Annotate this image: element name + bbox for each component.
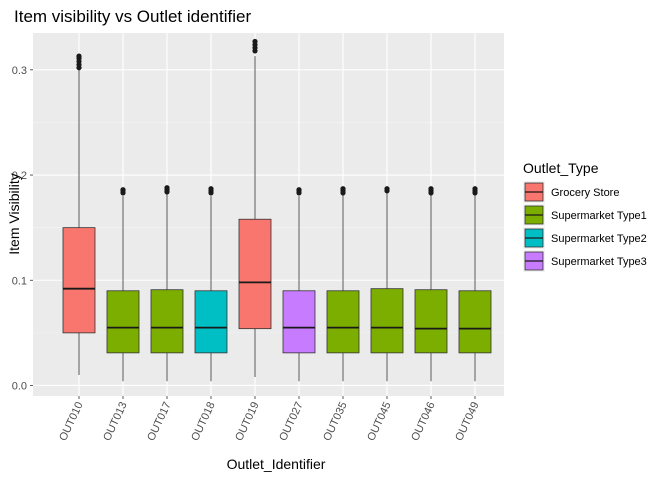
legend-label: Supermarket Type1 [551,210,647,222]
y-axis: 0.0 0.1 0.2 0.3 [12,65,33,392]
x-tick-label: OUT019 [233,400,261,443]
legend-item: Supermarket Type1 [523,204,647,226]
x-tick-label: OUT010 [57,400,85,443]
x-tick-label: OUT035 [321,400,349,443]
x-tick-label: OUT018 [189,400,217,443]
outlier-point [472,186,478,192]
outlier-point [164,185,170,191]
x-tick-label: OUT027 [277,400,305,443]
outlier-point [340,186,346,192]
box-iqr [106,290,140,354]
y-tick-label: 0.3 [12,65,27,77]
box-iqr [194,290,228,354]
box-out046 [414,186,448,382]
x-tick-label: OUT017 [145,400,173,443]
chart-title: Item visibility vs Outlet identifier [14,7,251,26]
legend-label: Grocery Store [551,187,619,199]
box-out027 [282,187,316,382]
box-out019 [238,38,272,378]
x-tick-label: OUT045 [365,400,393,443]
box-out049 [458,186,492,382]
legend-title: Outlet_Type [523,160,599,176]
box-iqr [414,289,448,354]
x-axis-title: Outlet_Identifier [227,456,326,472]
legend-item: Supermarket Type3 [523,250,647,272]
box-out035 [326,186,360,382]
box-iqr [62,227,96,334]
box-iqr [326,290,360,354]
box-out013 [106,187,140,382]
plot-panel [33,33,504,396]
x-tick-label: OUT046 [409,400,437,443]
box-out018 [194,186,228,382]
outlier-point [384,186,390,192]
y-tick-label: 0.0 [12,380,27,392]
y-axis-title: Item Visibility [6,173,22,254]
legend: Outlet_Type Grocery Store Supermarket Typ… [523,160,647,272]
box-out045 [370,186,404,382]
legend-label: Supermarket Type3 [551,256,647,268]
legend-item: Grocery Store [523,181,619,203]
x-tick-label: OUT013 [101,400,129,443]
outlier-point [76,53,82,59]
outlier-point [428,186,434,192]
outlier-point [208,186,214,192]
legend-label: Supermarket Type2 [551,233,647,245]
box-out010 [62,53,96,375]
box-iqr [150,289,184,354]
x-tick-label: OUT049 [453,400,481,443]
box-iqr [458,290,492,354]
outlier-point [120,187,126,193]
outlier-point [252,38,258,45]
y-tick-label: 0.2 [12,170,27,182]
legend-item: Supermarket Type2 [523,227,647,249]
outlier-point [296,187,302,193]
x-axis: OUT010 OUT013 OUT017 OUT018 OUT019 OUT027 OUT0… [57,396,482,443]
box-iqr [238,218,272,330]
box-iqr [282,290,316,354]
box-iqr [370,288,404,354]
y-tick-label: 0.1 [12,275,27,287]
box-out017 [150,185,184,382]
